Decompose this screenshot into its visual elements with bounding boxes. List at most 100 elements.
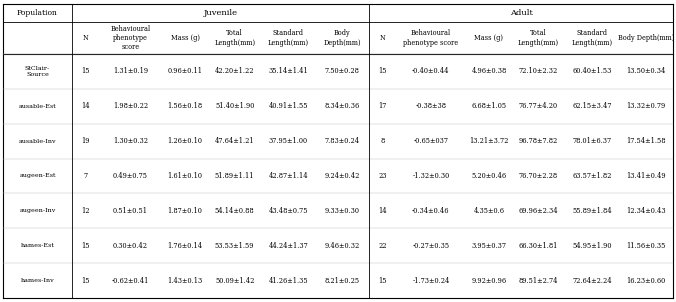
Text: Standard
Length(mm): Standard Length(mm) — [572, 29, 613, 47]
Text: Body Depth(mm): Body Depth(mm) — [618, 34, 674, 42]
Text: Population: Population — [17, 9, 58, 17]
Text: -0.62±0.41: -0.62±0.41 — [112, 277, 149, 284]
Text: 66.30±1.81: 66.30±1.81 — [519, 242, 558, 250]
Text: hames-Est: hames-Est — [20, 243, 54, 248]
Text: -0.40±0.44: -0.40±0.44 — [412, 67, 450, 76]
Text: 44.24±1.37: 44.24±1.37 — [268, 242, 308, 250]
Text: 15: 15 — [81, 242, 89, 250]
Text: 4.96±0.38: 4.96±0.38 — [471, 67, 506, 76]
Text: 1.31±0.19: 1.31±0.19 — [113, 67, 148, 76]
Text: 7: 7 — [83, 172, 87, 180]
Text: -0.27±0.35: -0.27±0.35 — [412, 242, 450, 250]
Text: 35.14±1.41: 35.14±1.41 — [268, 67, 308, 76]
Text: 1.26±0.10: 1.26±0.10 — [168, 137, 203, 145]
Text: 17.54±1.58: 17.54±1.58 — [627, 137, 666, 145]
Text: 76.70±2.28: 76.70±2.28 — [519, 172, 558, 180]
Text: 72.10±2.32: 72.10±2.32 — [519, 67, 558, 76]
Text: Juvenile: Juvenile — [203, 9, 237, 17]
Text: ausable-Inv: ausable-Inv — [19, 139, 56, 144]
Text: 0.49±0.75: 0.49±0.75 — [113, 172, 148, 180]
Text: Behavioural
phenotype score: Behavioural phenotype score — [404, 29, 458, 47]
Text: 55.89±1.84: 55.89±1.84 — [573, 207, 612, 215]
Text: 42.20±1.22: 42.20±1.22 — [215, 67, 254, 76]
Text: 9.24±0.42: 9.24±0.42 — [324, 172, 360, 180]
Text: 1.61±0.10: 1.61±0.10 — [168, 172, 203, 180]
Text: Body
Depth(mm): Body Depth(mm) — [323, 29, 361, 47]
Text: 14: 14 — [378, 207, 387, 215]
Text: -1.32±0.30: -1.32±0.30 — [412, 172, 450, 180]
Text: 17: 17 — [378, 102, 387, 110]
Text: N: N — [82, 34, 88, 42]
Text: 63.57±1.82: 63.57±1.82 — [573, 172, 612, 180]
Text: 54.14±0.88: 54.14±0.88 — [215, 207, 254, 215]
Text: 15: 15 — [81, 277, 89, 284]
Text: 4.35±0.6: 4.35±0.6 — [473, 207, 504, 215]
Text: 40.91±1.55: 40.91±1.55 — [268, 102, 308, 110]
Text: StClair-
Source: StClair- Source — [25, 66, 50, 77]
Text: 3.95±0.37: 3.95±0.37 — [471, 242, 506, 250]
Text: 41.26±1.35: 41.26±1.35 — [268, 277, 308, 284]
Text: 12: 12 — [81, 207, 89, 215]
Text: 78.01±6.37: 78.01±6.37 — [573, 137, 612, 145]
Text: 23: 23 — [378, 172, 387, 180]
Text: 7.50±0.28: 7.50±0.28 — [324, 67, 360, 76]
Text: hames-Inv: hames-Inv — [20, 278, 54, 283]
Text: 13.50±0.34: 13.50±0.34 — [627, 67, 666, 76]
Text: 62.15±3.47: 62.15±3.47 — [573, 102, 612, 110]
Text: 1.30±0.32: 1.30±0.32 — [113, 137, 148, 145]
Text: Mass (g): Mass (g) — [475, 34, 504, 42]
Text: 14: 14 — [81, 102, 89, 110]
Text: 0.96±0.11: 0.96±0.11 — [168, 67, 203, 76]
Text: 6.68±1.05: 6.68±1.05 — [471, 102, 506, 110]
Text: -1.73±0.24: -1.73±0.24 — [412, 277, 450, 284]
Text: 43.48±0.75: 43.48±0.75 — [268, 207, 308, 215]
Text: 12.34±0.43: 12.34±0.43 — [626, 207, 666, 215]
Text: 1.43±0.13: 1.43±0.13 — [168, 277, 203, 284]
Text: ausable-Est: ausable-Est — [18, 104, 56, 109]
Text: 96.78±7.82: 96.78±7.82 — [519, 137, 558, 145]
Text: Total
Length(mm): Total Length(mm) — [518, 29, 559, 47]
Text: Adult: Adult — [510, 9, 533, 17]
Text: 9.33±0.30: 9.33±0.30 — [324, 207, 360, 215]
Text: 0.51±0.51: 0.51±0.51 — [113, 207, 148, 215]
Text: 89.51±2.74: 89.51±2.74 — [518, 277, 558, 284]
Text: 42.87±1.14: 42.87±1.14 — [268, 172, 308, 180]
Text: 22: 22 — [378, 242, 387, 250]
Text: 13.21±3.72: 13.21±3.72 — [469, 137, 508, 145]
Text: 13.32±0.79: 13.32±0.79 — [627, 102, 666, 110]
Text: 0.30±0.42: 0.30±0.42 — [113, 242, 148, 250]
Text: 1.87±0.10: 1.87±0.10 — [168, 207, 203, 215]
Text: augeen-Est: augeen-Est — [19, 174, 55, 178]
Text: 51.89±1.11: 51.89±1.11 — [215, 172, 254, 180]
Text: 60.40±1.53: 60.40±1.53 — [573, 67, 612, 76]
Text: 15: 15 — [81, 67, 89, 76]
Text: Mass (g): Mass (g) — [170, 34, 199, 42]
Text: 15: 15 — [378, 277, 387, 284]
Text: N: N — [379, 34, 385, 42]
Text: 1.98±0.22: 1.98±0.22 — [113, 102, 148, 110]
Text: Behavioural
phenotype
score: Behavioural phenotype score — [110, 25, 151, 51]
Text: 69.96±2.34: 69.96±2.34 — [518, 207, 558, 215]
Text: augeen-Inv: augeen-Inv — [19, 208, 55, 213]
Text: 47.64±1.21: 47.64±1.21 — [215, 137, 254, 145]
Text: 51.40±1.90: 51.40±1.90 — [215, 102, 254, 110]
Text: 8.34±0.36: 8.34±0.36 — [324, 102, 360, 110]
Text: 9.46±0.32: 9.46±0.32 — [324, 242, 360, 250]
Text: 54.95±1.90: 54.95±1.90 — [573, 242, 612, 250]
Text: 16.23±0.60: 16.23±0.60 — [627, 277, 666, 284]
Text: 19: 19 — [81, 137, 89, 145]
Text: Total
Length(mm): Total Length(mm) — [214, 29, 256, 47]
Text: 13.41±0.49: 13.41±0.49 — [626, 172, 666, 180]
Text: 37.95±1.00: 37.95±1.00 — [269, 137, 308, 145]
Text: 53.53±1.59: 53.53±1.59 — [215, 242, 254, 250]
Text: Standard
Length(mm): Standard Length(mm) — [268, 29, 309, 47]
Text: 8.21±0.25: 8.21±0.25 — [324, 277, 360, 284]
Text: 11.56±0.35: 11.56±0.35 — [627, 242, 666, 250]
Text: -0.65±037: -0.65±037 — [414, 137, 448, 145]
Text: 7.83±0.24: 7.83±0.24 — [324, 137, 360, 145]
Text: -0.34±0.46: -0.34±0.46 — [412, 207, 450, 215]
Text: 8: 8 — [380, 137, 385, 145]
Text: 1.56±0.18: 1.56±0.18 — [168, 102, 203, 110]
Text: 15: 15 — [378, 67, 387, 76]
Text: 76.77±4.20: 76.77±4.20 — [519, 102, 558, 110]
